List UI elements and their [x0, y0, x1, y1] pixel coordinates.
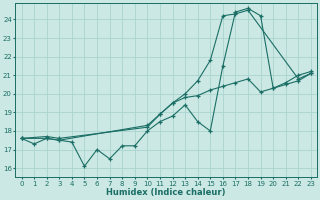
- X-axis label: Humidex (Indice chaleur): Humidex (Indice chaleur): [107, 188, 226, 197]
